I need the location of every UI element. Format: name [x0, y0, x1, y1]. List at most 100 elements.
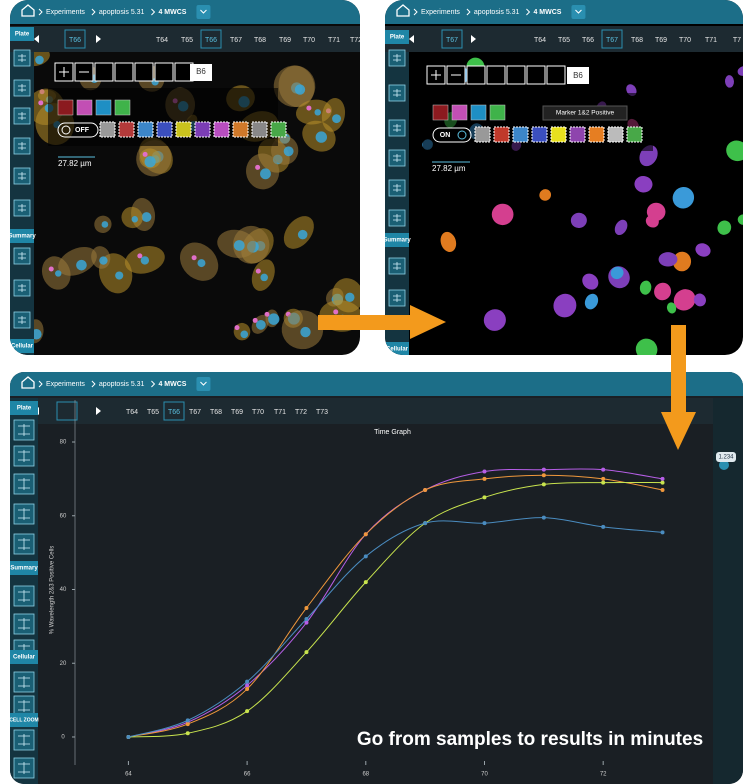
swatch[interactable] [512, 126, 529, 143]
section-tab[interactable] [10, 401, 38, 415]
tab[interactable]: T69 [279, 37, 291, 44]
swatch[interactable] [451, 104, 468, 121]
swatch[interactable] [432, 104, 449, 121]
swatch[interactable] [270, 121, 287, 138]
tab[interactable]: T64 [534, 37, 546, 44]
home-icon[interactable] [396, 4, 410, 17]
home-icon[interactable] [21, 4, 35, 17]
tab[interactable]: T72 [295, 409, 307, 416]
section-tab[interactable] [10, 339, 34, 353]
cell-nucleus [283, 146, 294, 157]
prev[interactable] [34, 35, 39, 43]
swatch[interactable] [118, 121, 135, 138]
swatch[interactable] [607, 126, 624, 143]
next[interactable] [96, 35, 101, 43]
breadcrumb[interactable]: Experiments [46, 9, 85, 16]
tab[interactable]: T66 [205, 37, 217, 44]
tab[interactable]: T65 [147, 409, 159, 416]
dropdown[interactable] [571, 5, 586, 19]
tab[interactable]: T71 [274, 409, 286, 416]
tool-button[interactable] [526, 65, 546, 85]
breadcrumb[interactable]: 4 MWCS [158, 9, 186, 16]
toggle-dot[interactable] [719, 460, 729, 470]
swatch[interactable] [194, 121, 211, 138]
home-icon[interactable] [21, 376, 35, 389]
breadcrumb[interactable]: apoptosis 5.31 [99, 381, 145, 388]
section-tab[interactable] [10, 650, 38, 664]
tab[interactable]: T64 [126, 409, 138, 416]
toggle[interactable] [432, 127, 472, 143]
swatch[interactable] [569, 126, 586, 143]
swatch[interactable] [626, 126, 643, 143]
tab[interactable]: T70 [303, 37, 315, 44]
tab[interactable]: T71 [705, 37, 717, 44]
tool-button[interactable] [486, 65, 506, 85]
swatch[interactable] [489, 104, 506, 121]
tab[interactable]: T66 [582, 37, 594, 44]
swatch[interactable] [550, 126, 567, 143]
section-tab[interactable] [10, 561, 38, 575]
breadcrumb[interactable]: Experiments [46, 381, 85, 388]
swatch[interactable] [156, 121, 173, 138]
tab[interactable]: T72 [350, 37, 362, 44]
tool-button[interactable] [134, 62, 154, 82]
tab[interactable]: T65 [181, 37, 193, 44]
section-tab[interactable] [385, 233, 409, 247]
next[interactable] [96, 407, 101, 415]
swatch[interactable] [474, 126, 491, 143]
tool-button[interactable] [506, 65, 526, 85]
dropdown[interactable] [196, 377, 211, 391]
tab[interactable]: T67 [606, 37, 618, 44]
prev[interactable] [409, 35, 414, 43]
section-tab[interactable] [385, 30, 409, 44]
swatch[interactable] [76, 99, 93, 116]
toggle-label: OFF [75, 127, 90, 134]
tab[interactable]: T70 [679, 37, 691, 44]
breadcrumb[interactable]: apoptosis 5.31 [99, 9, 145, 16]
swatch[interactable] [99, 121, 116, 138]
swatch[interactable] [232, 121, 249, 138]
toggle[interactable] [57, 122, 99, 138]
tool-button[interactable] [114, 62, 134, 82]
tab[interactable]: T69 [655, 37, 667, 44]
tab[interactable]: T68 [210, 409, 222, 416]
swatch[interactable] [175, 121, 192, 138]
tab[interactable]: T70 [252, 409, 264, 416]
tool-button[interactable] [154, 62, 174, 82]
breadcrumb[interactable]: 4 MWCS [158, 381, 186, 388]
tab[interactable]: T71 [328, 37, 340, 44]
swatch[interactable] [531, 126, 548, 143]
crumb-sep [38, 8, 43, 16]
swatch[interactable] [213, 121, 230, 138]
tab[interactable]: T7 [733, 37, 741, 44]
tab[interactable]: T65 [558, 37, 570, 44]
swatch[interactable] [137, 121, 154, 138]
breadcrumb[interactable]: apoptosis 5.31 [474, 9, 520, 16]
section-tab[interactable] [10, 27, 34, 41]
tab[interactable]: T66 [168, 409, 180, 416]
swatch[interactable] [493, 126, 510, 143]
dropdown[interactable] [196, 5, 211, 19]
tool-button[interactable] [94, 62, 114, 82]
tab[interactable]: T68 [254, 37, 266, 44]
breadcrumb[interactable]: 4 MWCS [533, 9, 561, 16]
section-tab[interactable] [10, 229, 34, 243]
tool-button[interactable] [546, 65, 566, 85]
tab[interactable]: T73 [316, 409, 328, 416]
swatch[interactable] [57, 99, 74, 116]
swatch[interactable] [251, 121, 268, 138]
swatch[interactable] [114, 99, 131, 116]
tool-button[interactable] [466, 65, 486, 85]
next[interactable] [471, 35, 476, 43]
swatch[interactable] [95, 99, 112, 116]
tab[interactable]: T69 [231, 409, 243, 416]
tab[interactable]: T64 [156, 37, 168, 44]
section-tab[interactable] [10, 713, 38, 727]
swatch[interactable] [470, 104, 487, 121]
breadcrumb[interactable]: Experiments [421, 9, 460, 16]
tab[interactable]: T67 [189, 409, 201, 416]
cell-spot [137, 253, 143, 259]
tab[interactable]: T67 [230, 37, 242, 44]
swatch[interactable] [588, 126, 605, 143]
tab[interactable]: T68 [631, 37, 643, 44]
